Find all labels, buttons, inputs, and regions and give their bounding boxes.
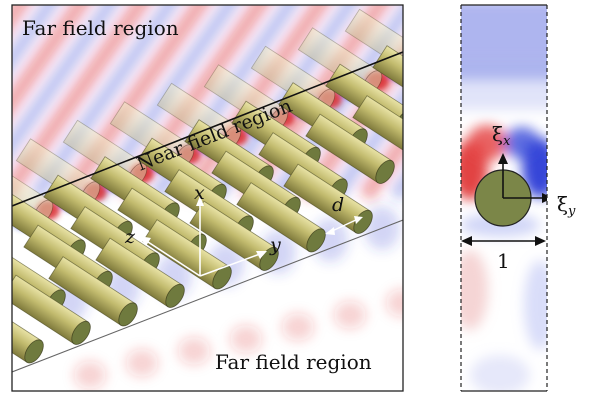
far-field-blob xyxy=(74,361,106,389)
y-axis-arrow xyxy=(199,253,261,277)
far-field-blob xyxy=(178,337,210,365)
unit-width-label: 1 xyxy=(497,249,510,273)
y-axis-arrowhead xyxy=(256,251,267,259)
rod-array xyxy=(12,45,403,364)
left-panel: Far field region Near field region Far f… xyxy=(11,4,436,392)
rod xyxy=(305,113,395,184)
z-axis-arrow xyxy=(144,239,201,277)
xi-x-label: ξx xyxy=(492,122,511,149)
far-field-stripe xyxy=(12,5,72,202)
rod xyxy=(12,293,44,364)
far-field-label-bottom: Far field region xyxy=(215,350,372,374)
near-field-lobe xyxy=(412,52,436,72)
near-field-boundary-bottom xyxy=(12,219,403,373)
rod xyxy=(48,256,138,327)
xi-y-axis-arrowhead xyxy=(542,193,547,203)
unit-cell-field xyxy=(461,5,547,391)
left-panel-frame xyxy=(11,4,404,392)
ghost-rod xyxy=(344,8,403,76)
rod xyxy=(236,182,326,253)
far-field-blob xyxy=(230,325,262,353)
rod xyxy=(12,274,91,345)
far-field-blob xyxy=(334,301,366,329)
width-arrowhead-right xyxy=(535,236,546,246)
rod xyxy=(95,237,185,308)
xi-y-label: ξy xyxy=(557,192,576,219)
width-arrowhead-left xyxy=(461,236,472,246)
axis-z-label: z xyxy=(124,226,136,248)
far-field-blob xyxy=(282,313,314,341)
rod xyxy=(372,45,403,115)
rod xyxy=(352,95,403,165)
far-field-blob xyxy=(126,349,158,377)
far-field-label-top: Far field region xyxy=(22,16,179,40)
spacing-d-label: d xyxy=(332,194,344,216)
xi-x-axis-arrowhead xyxy=(498,153,508,164)
far-field-stripe xyxy=(328,5,403,202)
rod xyxy=(142,219,232,290)
x-axis-arrowhead xyxy=(196,196,204,206)
axis-x-label: x xyxy=(194,182,205,204)
far-field-blob xyxy=(386,289,403,317)
coordinate-axes xyxy=(139,196,267,277)
spacing-arrow xyxy=(325,216,363,235)
right-panel: ξx ξy 1 xyxy=(460,4,576,392)
far-field-stripe xyxy=(12,5,102,202)
rod xyxy=(189,200,279,271)
z-axis-arrowhead xyxy=(139,236,151,246)
axis-y-label: y xyxy=(269,234,281,256)
far-field-stripe xyxy=(12,5,132,202)
rod xyxy=(283,163,373,234)
near-field-boundary-top xyxy=(12,51,403,207)
